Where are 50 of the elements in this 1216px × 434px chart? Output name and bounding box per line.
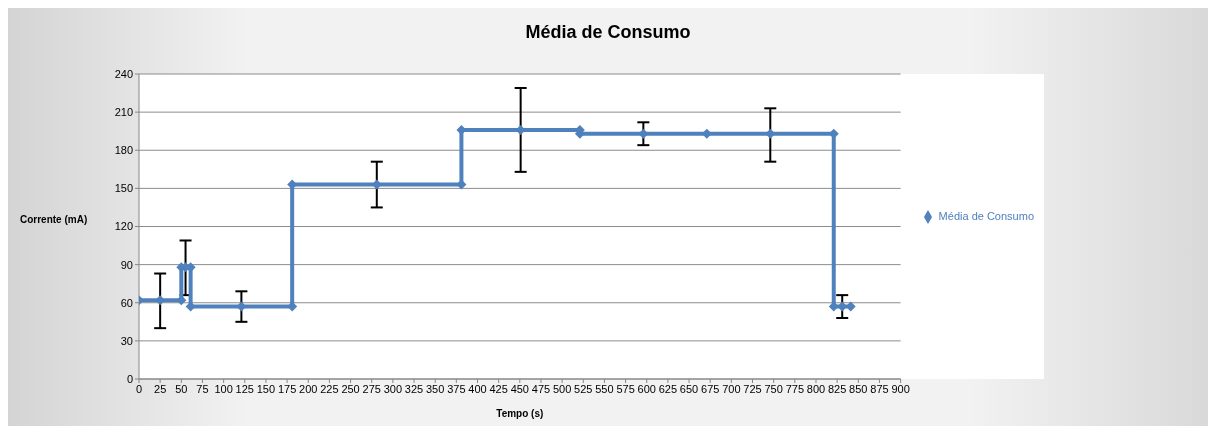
y-tick-label: 30 (120, 334, 133, 347)
x-tick-label: 225 (320, 382, 339, 395)
x-tick-label: 375 (447, 382, 466, 395)
x-tick-label: 675 (701, 382, 720, 395)
x-axis-title: Tempo (s) (496, 408, 544, 419)
x-tick-label: 725 (743, 382, 762, 395)
x-tick-label: 900 (891, 382, 910, 395)
chart-title: Média de Consumo (524, 22, 692, 43)
x-tick-label: 150 (256, 382, 276, 395)
x-tick-label: 200 (299, 382, 318, 395)
x-tick-label: 475 (531, 382, 551, 395)
y-tick-label: 240 (114, 67, 133, 80)
x-tick-label: 25 (154, 382, 167, 395)
y-tick-label: 210 (114, 106, 133, 119)
y-tick-label: 90 (120, 258, 133, 271)
x-tick-label: 50 (175, 382, 188, 395)
x-tick-label: 600 (637, 382, 656, 395)
legend-label: Média de Consumo (938, 209, 1034, 222)
y-tick-label: 180 (114, 144, 133, 157)
x-tick-label: 700 (722, 382, 741, 395)
x-tick-label: 0 (135, 382, 143, 395)
x-tick-label: 525 (574, 382, 593, 395)
x-tick-label: 750 (764, 382, 783, 395)
x-tick-label: 350 (426, 382, 445, 395)
y-tick-label: 120 (114, 220, 133, 233)
x-tick-label: 325 (404, 382, 424, 395)
x-tick-label: 575 (616, 382, 635, 395)
x-tick-label: 275 (362, 382, 381, 395)
x-tick-label: 450 (510, 382, 529, 395)
x-tick-label: 400 (468, 382, 487, 395)
y-axis-title: Corrente (mA) (20, 214, 88, 225)
x-tick-label: 875 (870, 382, 889, 395)
x-tick-label: 175 (277, 382, 297, 395)
x-tick-label: 825 (827, 382, 847, 395)
x-tick-label: 500 (552, 382, 572, 395)
y-tick-label: 60 (120, 296, 133, 309)
x-tick-label: 125 (235, 382, 254, 395)
x-tick-label: 75 (196, 382, 209, 395)
x-tick-label: 550 (595, 382, 614, 395)
x-tick-label: 625 (658, 382, 678, 395)
x-tick-label: 100 (214, 382, 233, 395)
x-tick-label: 300 (383, 382, 403, 395)
x-tick-label: 425 (489, 382, 508, 395)
x-tick-label: 650 (679, 382, 699, 395)
y-tick-label: 150 (114, 182, 133, 195)
x-tick-label: 850 (849, 382, 868, 395)
y-tick-label: 0 (126, 372, 133, 385)
x-tick-label: 775 (785, 382, 805, 395)
x-tick-label: 250 (341, 382, 360, 395)
x-tick-label: 800 (806, 382, 826, 395)
